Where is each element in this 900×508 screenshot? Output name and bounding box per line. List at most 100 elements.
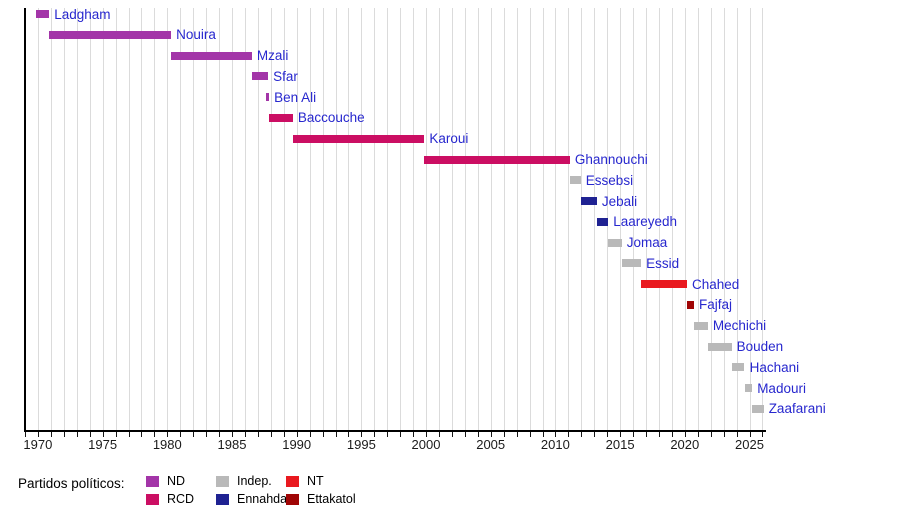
- bar-label-ben-ali[interactable]: Ben Ali: [274, 89, 317, 105]
- bar-label-zaafarani[interactable]: Zaafarani: [768, 401, 826, 417]
- x-tick-2019: [671, 432, 673, 437]
- gridline-1974: [89, 8, 91, 430]
- x-tick-2015: [620, 432, 622, 437]
- gridline-2020: [684, 8, 686, 430]
- gridline-1996: [374, 8, 376, 430]
- bar-label-jebali[interactable]: Jebali: [601, 193, 638, 209]
- x-tick-1974: [89, 432, 91, 437]
- bar-label-karoui[interactable]: Karoui: [429, 131, 469, 147]
- legend-item-indep-: Indep.: [216, 473, 286, 490]
- x-tick-2003: [464, 432, 466, 437]
- x-tick-label-1990: 1990: [282, 437, 312, 452]
- x-tick-1991: [309, 432, 311, 437]
- x-tick-2016: [633, 432, 634, 437]
- legend-swatch-rcd: [146, 494, 159, 505]
- legend-item-rcd: RCD: [146, 491, 216, 508]
- x-tick-2026: [762, 432, 764, 437]
- bar-label-essebsi[interactable]: Essebsi: [585, 172, 634, 188]
- x-tick-2009: [542, 432, 544, 437]
- timeline-bar-zaafarani: [752, 404, 764, 413]
- x-tick-2010: [555, 432, 557, 437]
- bar-label-baccouche[interactable]: Baccouche: [297, 110, 365, 126]
- x-tick-1975: [102, 432, 104, 437]
- x-tick-label-1975: 1975: [88, 437, 118, 452]
- bar-label-essid[interactable]: Essid: [646, 255, 680, 271]
- gridline-2005: [490, 8, 492, 430]
- x-tick-1989: [283, 432, 285, 437]
- timeline-bar-karoui: [292, 134, 425, 143]
- gridline-1995: [361, 8, 363, 430]
- x-tick-2005: [490, 432, 492, 437]
- timeline-bar-ben-ali: [266, 93, 270, 102]
- x-tick-2020: [684, 432, 686, 437]
- bar-label-nouira[interactable]: Nouira: [176, 27, 216, 43]
- legend-label-rcd: RCD: [167, 492, 195, 507]
- gridline-2006: [503, 8, 505, 430]
- x-tick-label-1970: 1970: [23, 437, 53, 452]
- gridline-1994: [348, 8, 350, 430]
- gridline-1989: [283, 8, 285, 430]
- bar-label-mechichi[interactable]: Mechichi: [712, 318, 767, 334]
- gridline-1988: [270, 8, 272, 430]
- x-tick-label-1995: 1995: [346, 437, 376, 452]
- bar-label-bouden[interactable]: Bouden: [736, 339, 784, 354]
- legend-grid: ND RCD Indep. Ennahda NT Ettakatol: [146, 473, 356, 508]
- legend-swatch-ettakatol: [286, 494, 299, 505]
- x-tick-2025: [749, 432, 751, 437]
- bar-label-fajfaj[interactable]: Fajfaj: [699, 297, 733, 313]
- legend-title: Partidos políticos:: [18, 476, 125, 491]
- x-tick-label-2020: 2020: [670, 437, 700, 452]
- x-tick-1973: [76, 432, 78, 437]
- gridline-2018: [658, 8, 660, 430]
- gridline-1976: [115, 8, 117, 430]
- bar-label-chahed[interactable]: Chahed: [692, 276, 740, 292]
- gridline-1977: [128, 8, 130, 430]
- x-tick-label-2025: 2025: [735, 437, 764, 452]
- bar-label-jomaa[interactable]: Jomaa: [626, 235, 668, 251]
- legend-swatch-nd: [146, 476, 159, 487]
- gridline-2015: [620, 8, 622, 430]
- legend-item-ennahda: Ennahda: [216, 491, 287, 508]
- x-tick-1969: [25, 432, 26, 437]
- x-tick-2014: [607, 432, 609, 437]
- gridline-1987: [257, 8, 259, 430]
- x-tick-1983: [206, 432, 208, 437]
- gridline-1991: [309, 8, 311, 430]
- gridline-2002: [451, 8, 453, 430]
- bar-label-sfar[interactable]: Sfar: [273, 68, 298, 84]
- timeline-bar-jebali: [580, 197, 597, 205]
- x-tick-1970: [37, 432, 39, 437]
- gridline-1985: [232, 8, 233, 430]
- x-tick-1982: [193, 432, 195, 437]
- bar-label-ghannouchi[interactable]: Ghannouchi: [574, 152, 648, 167]
- gridline-1975: [102, 8, 104, 430]
- bar-label-ladgham[interactable]: Ladgham: [54, 6, 111, 22]
- x-tick-2018: [658, 432, 660, 437]
- y-axis-line: [24, 8, 26, 431]
- timeline-bar-laareyedh: [596, 217, 609, 226]
- x-tick-2002: [451, 432, 453, 437]
- x-tick-label-2000: 2000: [411, 437, 441, 452]
- gridline-1990: [296, 8, 298, 430]
- gridline-1998: [400, 8, 402, 430]
- legend-swatch-ennahda: [216, 494, 229, 505]
- x-tick-2004: [477, 432, 479, 437]
- legend-swatch-nt: [286, 476, 299, 487]
- timeline-bar-chahed: [641, 280, 687, 289]
- gridline-2026: [762, 8, 764, 430]
- bar-label-mzali[interactable]: Mzali: [256, 48, 289, 64]
- bar-label-madouri[interactable]: Madouri: [757, 380, 806, 396]
- x-tick-1979: [154, 432, 156, 437]
- timeline-bar-ladgham: [35, 10, 50, 18]
- x-tick-1993: [335, 432, 337, 437]
- bar-label-laareyedh[interactable]: Laareyedh: [613, 214, 677, 230]
- x-tick-1998: [400, 432, 402, 437]
- timeline-bar-bouden: [707, 342, 732, 351]
- x-tick-label-2015: 2015: [605, 437, 635, 452]
- x-tick-1988: [270, 432, 272, 437]
- gridline-2017: [646, 8, 647, 430]
- x-tick-2023: [723, 432, 725, 437]
- gridline-1979: [154, 8, 156, 430]
- bar-label-hachani[interactable]: Hachani: [749, 359, 800, 375]
